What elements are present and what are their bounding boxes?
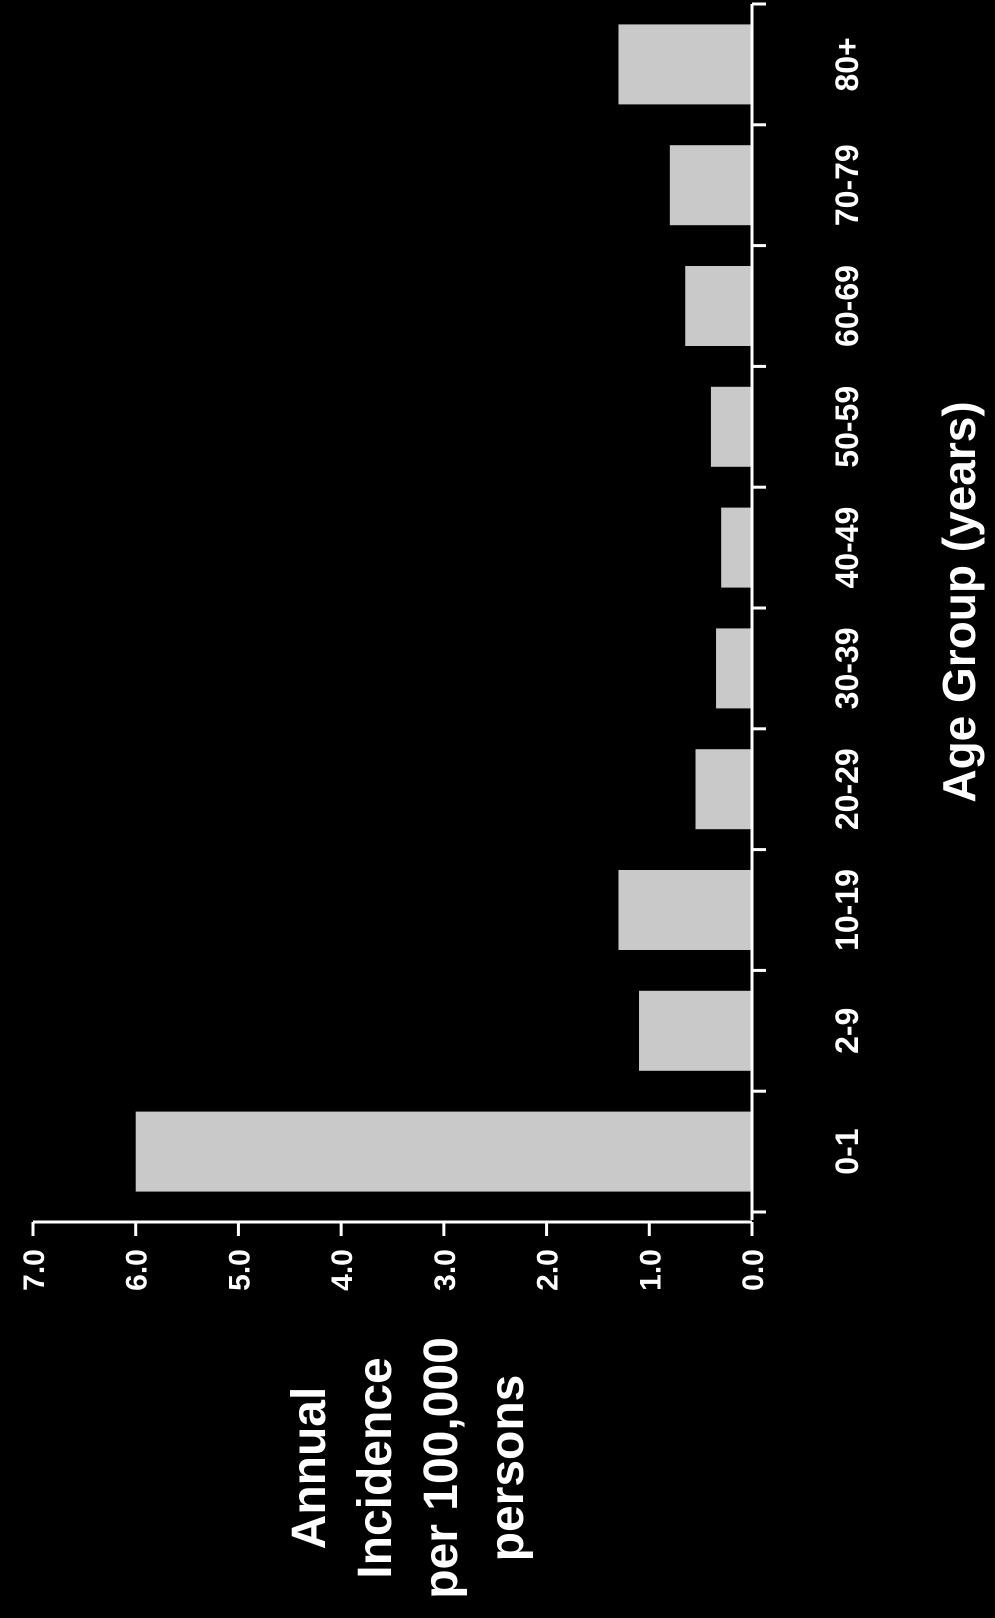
value-tick-label-3.0: 3.0 (429, 1249, 462, 1291)
value-tick-label-2.0: 2.0 (532, 1249, 565, 1291)
y-axis-title-line-1: Annual (283, 1387, 336, 1550)
bar-0-1 (135, 1111, 752, 1192)
y-axis-title: Annual Incidence per 100,000 persons (283, 1337, 534, 1599)
bar-40-49 (721, 507, 752, 588)
category-label-2-9: 2-9 (829, 1008, 865, 1054)
category-label-50-59: 50-59 (829, 386, 865, 468)
bar-70-79 (669, 145, 752, 226)
y-axis-title-line-3: per 100,000 (415, 1337, 468, 1599)
bar-20-29 (695, 749, 752, 830)
value-tick-label-7.0: 7.0 (18, 1249, 51, 1291)
axis-layer (31, 2, 766, 1236)
bar-50-59 (710, 386, 752, 467)
bar-80+ (618, 24, 752, 105)
labels-layer: 0-1 2-9 10-19 20-29 30-39 40-49 50-59 60-69 70-7… (18, 37, 865, 1291)
bars-layer (135, 24, 752, 1192)
category-label-70-79: 70-79 (829, 144, 865, 226)
value-tick-label-4.0: 4.0 (326, 1249, 359, 1291)
category-label-10-19: 10-19 (829, 869, 865, 951)
y-axis-title-line-4: persons (481, 1375, 534, 1562)
value-tick-label-6.0: 6.0 (121, 1249, 154, 1291)
bar-60-69 (685, 266, 752, 346)
category-label-20-29: 20-29 (829, 748, 865, 830)
bar-2-9 (639, 990, 752, 1071)
value-tick-label-0.0: 0.0 (737, 1249, 770, 1291)
y-axis-title-line-2: Incidence (349, 1357, 402, 1578)
bar-30-39 (716, 628, 752, 709)
bar-10-19 (618, 870, 752, 950)
value-tick-label-1.0: 1.0 (634, 1249, 667, 1291)
category-label-80+: 80+ (829, 37, 865, 91)
x-axis-title: Age Group (years) (933, 401, 985, 802)
category-label-60-69: 60-69 (829, 265, 865, 347)
category-label-30-39: 30-39 (829, 627, 865, 709)
category-label-0-1: 0-1 (829, 1128, 865, 1174)
category-label-40-49: 40-49 (829, 507, 865, 589)
value-tick-label-5.0: 5.0 (223, 1249, 256, 1291)
